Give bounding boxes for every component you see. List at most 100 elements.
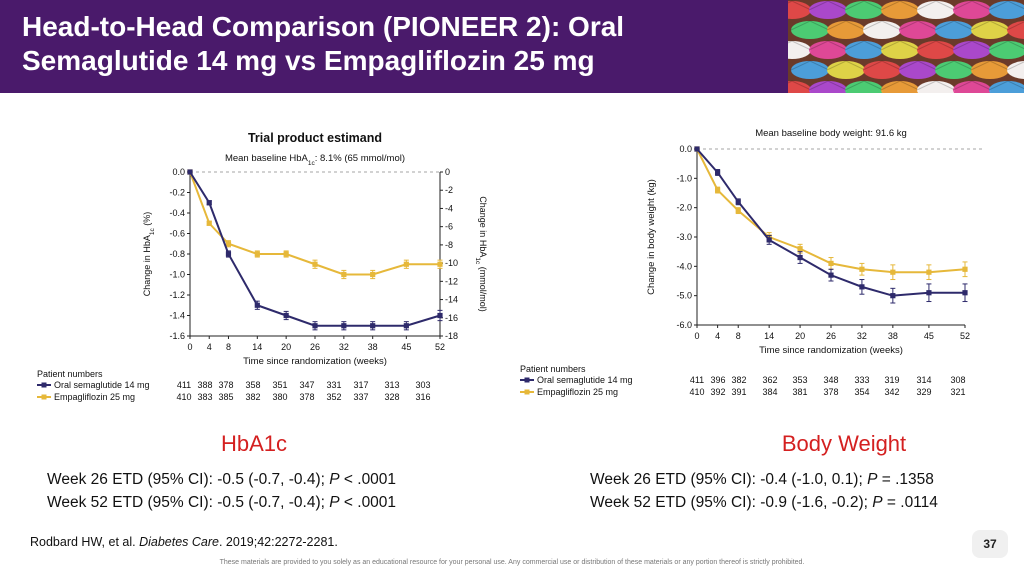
x-tick-label: 52 (960, 331, 970, 341)
data-point (254, 251, 260, 257)
data-point (403, 323, 409, 329)
chart-0: Trial product estimand Mean baseline HbA1… (37, 131, 488, 402)
x-axis-label: Time since randomization (weeks) (243, 356, 387, 367)
patient-count: 392 (710, 387, 725, 397)
data-point (828, 260, 834, 266)
data-point (694, 146, 700, 152)
data-point (206, 200, 212, 206)
patient-count: 348 (823, 375, 838, 385)
data-point (283, 251, 289, 257)
legend-label: Oral semaglutide 14 mg (54, 380, 150, 390)
data-point (766, 237, 772, 243)
patient-count: 317 (353, 380, 368, 390)
data-point (283, 312, 289, 319)
hba1c-etd: Week 26 ETD (95% CI): -0.5 (-0.7, -0.4);… (47, 468, 396, 514)
patient-count: 411 (690, 375, 704, 385)
legend-label: Empagliflozin 25 mg (537, 387, 618, 397)
y-tick-label: 0.0 (679, 144, 692, 154)
x-tick-label: 32 (857, 331, 867, 341)
data-point (926, 269, 932, 275)
y2-tick-label: -6 (445, 222, 453, 232)
y-tick-label: 0.0 (172, 167, 185, 177)
data-point (797, 246, 803, 252)
hba1c-heading: HbA1c (220, 431, 288, 456)
y2-axis-label: Change in HbA1c (mmol/mol) (475, 196, 489, 311)
data-point (859, 266, 865, 272)
patient-count: 396 (710, 375, 725, 385)
patient-count: 382 (245, 392, 260, 402)
data-point (735, 208, 741, 214)
y-tick-label: -1.4 (169, 311, 185, 321)
data-point (797, 254, 803, 261)
hba1c-etd-week26: Week 26 ETD (95% CI): -0.5 (-0.7, -0.4);… (47, 471, 397, 488)
patient-count: 313 (384, 380, 399, 390)
patient-count: 314 (916, 375, 931, 385)
y2-tick-label: -12 (445, 276, 458, 286)
patient-count: 383 (197, 392, 212, 402)
patient-count: 410 (689, 387, 704, 397)
patient-count: 378 (218, 380, 233, 390)
weight-heading: Body Weight (781, 431, 907, 456)
x-tick-label: 45 (924, 331, 934, 341)
x-tick-label: 0 (694, 331, 699, 341)
data-point (187, 169, 193, 175)
patient-count: 391 (731, 387, 746, 397)
series-line (189, 171, 441, 327)
patient-count: 382 (731, 375, 746, 385)
patient-count: 303 (415, 380, 430, 390)
y-tick-label: -5.0 (676, 291, 692, 301)
y-tick-label: -2.0 (676, 203, 692, 213)
series-empagliflozin-25-mg (187, 169, 443, 280)
y2-tick-label: -14 (445, 295, 458, 305)
y-tick-label: -6.0 (676, 320, 692, 330)
data-point (403, 261, 409, 267)
y2-tick-label: -2 (445, 185, 453, 195)
patient-count: 308 (950, 375, 965, 385)
data-point (312, 323, 318, 329)
x-tick-label: 8 (226, 342, 231, 352)
x-axis-label: Time since randomization (weeks) (759, 345, 903, 356)
legend-swatch-marker (524, 377, 530, 383)
header-banner: Head-to-Head Comparison (PIONEER 2): Ora… (0, 0, 1024, 93)
data-point (341, 323, 347, 329)
patient-numbers-label: Patient numbers (520, 364, 586, 374)
chart-1: Mean baseline body weight: 91.6 kg 0.0 -1.… (520, 128, 985, 397)
citation: Rodbard HW, et al. Diabetes Care. 2019;4… (30, 535, 338, 549)
patient-count: 358 (245, 380, 260, 390)
series-line (696, 148, 966, 274)
patient-count: 385 (218, 392, 233, 402)
patient-count: 410 (176, 392, 191, 402)
y-tick-label: -0.4 (169, 208, 185, 218)
patient-count: 333 (854, 375, 869, 385)
legend-label: Empagliflozin 25 mg (54, 392, 135, 402)
disclaimer: These materials are provided to you sole… (219, 559, 805, 566)
series-line (189, 171, 440, 276)
data-point (715, 187, 721, 193)
data-point (926, 290, 932, 296)
patient-count: 328 (384, 392, 399, 402)
patient-count: 380 (272, 392, 287, 402)
y-tick-label: -4.0 (676, 261, 692, 271)
x-tick-label: 45 (401, 342, 411, 352)
y-tick-label: -0.6 (169, 229, 185, 239)
patient-count: 384 (762, 387, 777, 397)
y2-tick-label: -4 (445, 203, 453, 213)
x-tick-label: 4 (715, 331, 720, 341)
page-number: 37 (972, 530, 1008, 558)
y-tick-label: -1.2 (169, 290, 185, 300)
patient-count: 411 (177, 380, 191, 390)
patient-count: 388 (197, 380, 212, 390)
series-oral-semaglutide-14-mg (187, 169, 443, 331)
weight-etd: Week 26 ETD (95% CI): -0.4 (-1.0, 0.1); … (590, 468, 938, 514)
y-tick-label: -1.0 (676, 173, 692, 183)
series-oral-semaglutide-14-mg (694, 146, 968, 304)
data-point (859, 284, 865, 290)
chart-title: Trial product estimand (248, 131, 382, 145)
y-tick-label: -1.6 (169, 331, 185, 341)
x-tick-label: 8 (736, 331, 741, 341)
data-point (715, 169, 721, 176)
patient-count: 337 (353, 392, 368, 402)
patient-count: 331 (326, 380, 341, 390)
y-tick-label: -3.0 (676, 232, 692, 242)
